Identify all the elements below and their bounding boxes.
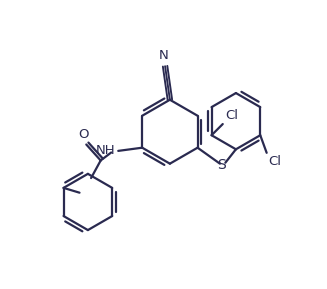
Text: Cl: Cl: [268, 155, 281, 168]
Text: N: N: [159, 49, 168, 62]
Text: O: O: [78, 128, 89, 141]
Text: Cl: Cl: [225, 110, 238, 123]
Text: S: S: [217, 158, 226, 172]
Text: NH: NH: [95, 144, 115, 158]
